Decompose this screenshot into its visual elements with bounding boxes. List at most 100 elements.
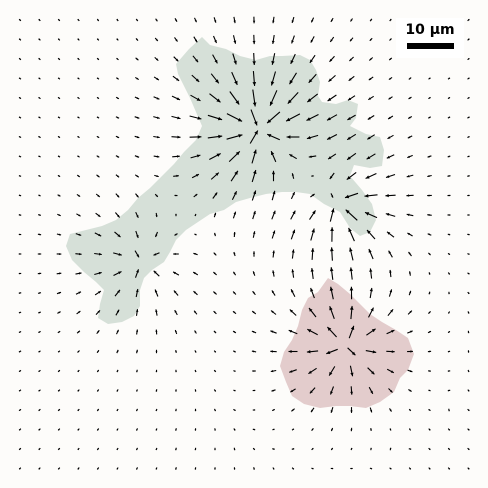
vector-arrow-icon [175,369,177,373]
vector-arrow-icon [291,448,295,450]
vector-arrow-icon [18,214,22,216]
vector-arrow-icon [174,37,178,42]
vector-arrow-icon [57,369,61,373]
vector-arrow-icon [328,74,336,83]
vector-arrow-icon [406,213,414,217]
vector-arrow-icon [57,350,61,353]
vector-arrow-icon [194,408,197,412]
vector-arrow-icon [467,272,470,275]
vector-arrow-icon [57,213,61,217]
vector-arrow-icon [226,113,243,122]
vector-arrow-icon [116,18,119,22]
vector-arrow-icon [408,448,412,450]
vector-arrow-icon [252,231,256,238]
vector-arrow-icon [428,389,431,392]
vector-arrow-icon [427,116,432,119]
vector-arrow-icon [77,135,80,139]
vector-arrow-icon [175,408,177,412]
vector-arrow-icon [214,232,216,237]
displacement-arrows [18,16,470,470]
vector-arrow-icon [291,428,295,431]
vector-arrow-icon [212,192,218,199]
vector-arrow-icon [388,289,393,297]
vector-arrow-icon [194,447,197,451]
vector-arrow-icon [114,289,121,297]
vector-arrow-icon [193,252,198,256]
vector-arrow-icon [369,18,373,22]
vector-arrow-icon [135,447,139,451]
vector-arrow-icon [467,447,470,451]
vector-arrow-icon [270,350,277,353]
vector-arrow-icon [428,311,431,314]
vector-arrow-icon [134,135,140,139]
vector-arrow-icon [115,309,120,316]
vector-arrow-icon [388,57,393,61]
vector-arrow-icon [467,389,470,392]
vector-arrow-icon [311,467,314,470]
vector-arrow-icon [310,407,315,413]
vector-arrow-icon [134,96,140,100]
vector-arrow-icon [407,369,413,373]
vector-arrow-icon [290,388,296,393]
vector-arrow-icon [134,116,140,119]
vector-arrow-icon [448,408,450,412]
vector-arrow-icon [135,57,139,61]
vector-arrow-icon [447,272,451,275]
vector-arrow-icon [76,193,81,198]
vector-arrow-icon [386,154,395,159]
vector-arrow-icon [427,155,432,158]
vector-arrow-icon [173,56,179,62]
vector-arrow-icon [291,35,295,44]
vector-arrow-icon [94,290,102,296]
vector-arrow-icon [388,250,393,258]
vector-arrow-icon [38,57,41,61]
vector-arrow-icon [467,57,470,61]
vector-arrow-icon [96,329,100,335]
vector-arrow-icon [329,208,335,222]
vector-arrow-icon [251,310,257,315]
vector-arrow-icon [38,18,41,22]
vector-arrow-icon [135,309,139,316]
vector-arrow-icon [175,389,177,392]
vector-arrow-icon [346,171,357,181]
vector-arrow-icon [288,350,298,353]
vector-arrow-icon [214,467,216,470]
vector-arrow-icon [326,348,338,355]
vector-arrow-icon [288,329,298,335]
vector-arrow-icon [350,467,353,470]
vector-arrow-icon [38,135,41,139]
vector-arrow-icon [231,71,238,86]
vector-arrow-icon [369,37,373,42]
vector-arrow-icon [213,271,217,276]
vector-arrow-icon [467,38,470,41]
vector-arrow-icon [367,367,375,375]
cell-right-outline [280,278,414,408]
vector-arrow-icon [155,329,158,335]
vector-arrow-icon [193,290,198,296]
vector-arrow-icon [386,329,395,335]
vector-arrow-icon [271,170,276,182]
vector-arrow-icon [271,290,276,296]
vector-arrow-icon [96,155,100,158]
vector-arrow-icon [310,287,315,299]
vector-arrow-icon [210,172,220,180]
vector-arrow-icon [270,330,277,334]
vector-arrow-icon [207,114,223,121]
vector-arrow-icon [389,467,392,470]
vector-arrow-icon [308,73,317,84]
vector-arrow-icon [447,116,451,119]
vector-arrow-icon [369,407,373,413]
vector-arrow-icon [272,448,275,450]
vector-arrow-icon [330,227,334,242]
vector-arrow-icon [153,76,160,81]
vector-arrow-icon [388,96,393,100]
vector-arrow-icon [345,209,358,221]
vector-arrow-icon [467,369,470,373]
vector-arrow-icon [213,310,217,315]
vector-arrow-icon [233,428,236,431]
vector-arrow-icon [447,96,451,100]
vector-arrow-icon [18,194,22,197]
vector-arrow-icon [173,290,179,296]
vector-arrow-icon [191,173,200,179]
vector-arrow-icon [407,310,413,315]
